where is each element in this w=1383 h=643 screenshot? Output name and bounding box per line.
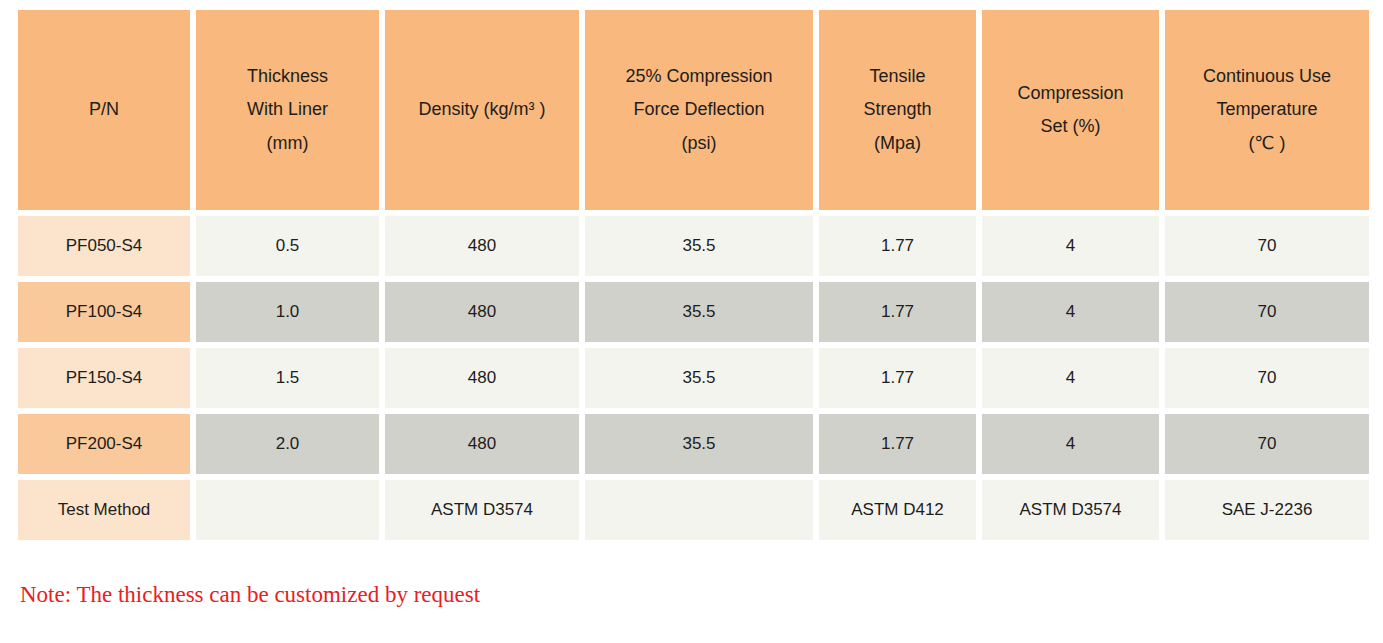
value-cell: 35.5: [585, 282, 813, 342]
row-label-cell: PF100-S4: [18, 282, 190, 342]
value-cell: 2.0: [196, 414, 379, 474]
row-label-cell: PF050-S4: [18, 216, 190, 276]
value-cell: 1.0: [196, 282, 379, 342]
value-cell: 480: [385, 414, 579, 474]
value-cell: ASTM D3574: [982, 480, 1159, 540]
value-cell: [196, 480, 379, 540]
row-label-cell: PF200-S4: [18, 414, 190, 474]
value-cell: 70: [1165, 348, 1369, 408]
value-cell: 480: [385, 216, 579, 276]
value-cell: 70: [1165, 282, 1369, 342]
header-cell-thickness: Thickness With Liner (mm): [196, 10, 379, 210]
value-cell: 35.5: [585, 216, 813, 276]
row-label-cell: PF150-S4: [18, 348, 190, 408]
value-cell: 4: [982, 348, 1159, 408]
header-cell-compression-set: Compression Set (%): [982, 10, 1159, 210]
value-cell: 4: [982, 216, 1159, 276]
value-cell: 70: [1165, 216, 1369, 276]
header-cell-continuous-use-temperature: Continuous Use Temperature (℃ ): [1165, 10, 1369, 210]
header-cell-tensile-strength: Tensile Strength (Mpa): [819, 10, 976, 210]
header-cell-compression-force-deflection: 25% Compression Force Deflection (psi): [585, 10, 813, 210]
header-cell-pn: P/N: [18, 10, 190, 210]
value-cell: 0.5: [196, 216, 379, 276]
value-cell: 1.5: [196, 348, 379, 408]
value-cell: 480: [385, 348, 579, 408]
value-cell: 480: [385, 282, 579, 342]
header-cell-density: Density (kg/m³ ): [385, 10, 579, 210]
value-cell: 4: [982, 414, 1159, 474]
value-cell: 70: [1165, 414, 1369, 474]
value-cell: ASTM D3574: [385, 480, 579, 540]
value-cell: ASTM D412: [819, 480, 976, 540]
value-cell: 35.5: [585, 414, 813, 474]
value-cell: 35.5: [585, 348, 813, 408]
row-label-cell: Test Method: [18, 480, 190, 540]
value-cell: [585, 480, 813, 540]
value-cell: 4: [982, 282, 1159, 342]
customization-note: Note: The thickness can be customized by…: [20, 582, 480, 608]
value-cell: 1.77: [819, 282, 976, 342]
value-cell: 1.77: [819, 216, 976, 276]
value-cell: 1.77: [819, 414, 976, 474]
spec-table: P/N Thickness With Liner (mm) Density (k…: [18, 10, 1369, 540]
value-cell: SAE J-2236: [1165, 480, 1369, 540]
value-cell: 1.77: [819, 348, 976, 408]
